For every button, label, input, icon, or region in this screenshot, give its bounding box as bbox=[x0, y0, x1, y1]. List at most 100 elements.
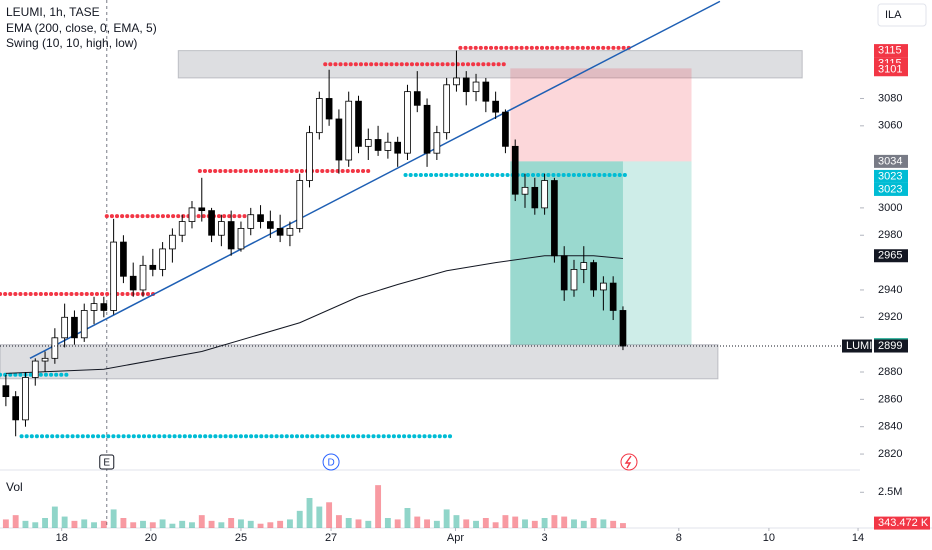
candle-body bbox=[100, 303, 108, 311]
event-icon bbox=[99, 454, 115, 470]
volume-bar bbox=[365, 520, 372, 528]
volume-bar bbox=[140, 520, 146, 528]
y-tick-label: 3080 bbox=[878, 92, 902, 104]
candle-body bbox=[502, 111, 509, 147]
y-tick-label: 2880 bbox=[878, 366, 902, 378]
y-tick-label: 2940 bbox=[878, 284, 902, 296]
candle-body bbox=[325, 98, 333, 120]
volume-bar bbox=[267, 522, 274, 528]
volume-bar bbox=[149, 522, 156, 528]
candle-body bbox=[462, 77, 470, 93]
volume-bar bbox=[306, 498, 313, 528]
volume-bar bbox=[179, 520, 186, 528]
volume-bar bbox=[228, 518, 235, 528]
volume-bar bbox=[61, 516, 68, 528]
volume-bar bbox=[590, 518, 597, 528]
x-tick-label: Apr bbox=[447, 532, 464, 544]
x-tick-label: 20 bbox=[145, 532, 157, 544]
candle-body bbox=[384, 141, 392, 151]
candle-body bbox=[71, 316, 78, 339]
stop-zone bbox=[510, 68, 692, 162]
candle-body bbox=[541, 180, 548, 209]
candle-body bbox=[22, 377, 29, 421]
currency: ILA bbox=[885, 9, 902, 21]
volume-bar bbox=[189, 522, 195, 528]
y-tick-label: 3000 bbox=[878, 202, 902, 214]
volume-bar bbox=[463, 519, 470, 528]
price-label: 3034 bbox=[878, 155, 902, 167]
volume-bar bbox=[286, 519, 293, 528]
volume-bar bbox=[394, 519, 401, 528]
volume-bar bbox=[238, 519, 244, 528]
volume-bar bbox=[424, 519, 430, 528]
volume-bar bbox=[316, 506, 323, 528]
currency-box[interactable] bbox=[877, 3, 927, 27]
y-tick-label: 3060 bbox=[878, 120, 902, 132]
candle-body bbox=[12, 396, 20, 421]
candle-body bbox=[551, 180, 558, 257]
candle-body bbox=[560, 255, 568, 291]
volume-bar bbox=[453, 515, 460, 528]
candle-body bbox=[306, 132, 313, 181]
candle-body bbox=[345, 100, 353, 161]
legend-swing: Swing (10, 10, high, low) bbox=[6, 36, 137, 50]
legend-ema: EMA (200, close, 0, EMA, 5) bbox=[6, 21, 157, 35]
volume-bar bbox=[120, 518, 127, 528]
volume-bar bbox=[473, 520, 479, 528]
candle-body bbox=[237, 227, 245, 250]
candle-body bbox=[511, 145, 519, 195]
volume-bar bbox=[32, 522, 39, 528]
candle-body bbox=[227, 221, 235, 250]
volume-bar bbox=[345, 518, 352, 528]
target-zone bbox=[510, 161, 692, 345]
price-label-box bbox=[874, 169, 908, 183]
x-tick-label: 8 bbox=[676, 532, 682, 544]
x-tick-label: 14 bbox=[852, 532, 864, 544]
dividend-icon[interactable] bbox=[620, 453, 638, 471]
vol-last-box bbox=[874, 516, 930, 530]
volume-bar bbox=[433, 520, 440, 528]
candle-body bbox=[120, 241, 127, 277]
volume-bar bbox=[71, 520, 78, 528]
volume-bar bbox=[218, 522, 225, 528]
volume-bar bbox=[482, 518, 489, 528]
volume-bar bbox=[257, 523, 264, 528]
candle-body bbox=[257, 214, 264, 222]
price-label-box bbox=[874, 339, 908, 353]
volume-bar bbox=[208, 520, 215, 528]
volume-bar bbox=[384, 518, 391, 528]
candle-body bbox=[218, 221, 225, 236]
price-label: 3101 bbox=[878, 64, 902, 76]
price-label-box bbox=[874, 182, 908, 196]
candle-body bbox=[580, 262, 588, 270]
price-label-box bbox=[874, 44, 908, 58]
y-tick-label: 2920 bbox=[878, 311, 902, 323]
volume-bar bbox=[247, 520, 254, 528]
price-label: 3023 bbox=[878, 170, 902, 182]
candle-body bbox=[129, 275, 137, 291]
candle-body bbox=[590, 262, 597, 291]
volume-bar bbox=[610, 520, 617, 528]
x-tick-label: 18 bbox=[56, 532, 68, 544]
volume-bar bbox=[22, 520, 29, 528]
trendline bbox=[29, 0, 721, 359]
candle-body bbox=[139, 264, 147, 291]
price-label: 3023 bbox=[878, 183, 902, 195]
volume-bar bbox=[600, 519, 607, 528]
volume-bar bbox=[81, 519, 88, 528]
candle-body bbox=[472, 81, 480, 93]
x-tick-label: 25 bbox=[235, 532, 247, 544]
volume-bar bbox=[414, 516, 421, 528]
candle-body bbox=[570, 269, 578, 291]
volume-bar bbox=[355, 519, 362, 528]
volume-bar bbox=[100, 520, 107, 528]
candle-body bbox=[247, 214, 255, 229]
target-zone-filled bbox=[510, 161, 623, 345]
candle-body bbox=[149, 264, 157, 270]
candle-body bbox=[413, 91, 421, 106]
candle-body bbox=[433, 132, 441, 154]
volume-bar bbox=[522, 519, 528, 528]
volume-bar bbox=[110, 509, 117, 528]
candle-body bbox=[169, 234, 176, 250]
candle-body bbox=[2, 385, 10, 398]
